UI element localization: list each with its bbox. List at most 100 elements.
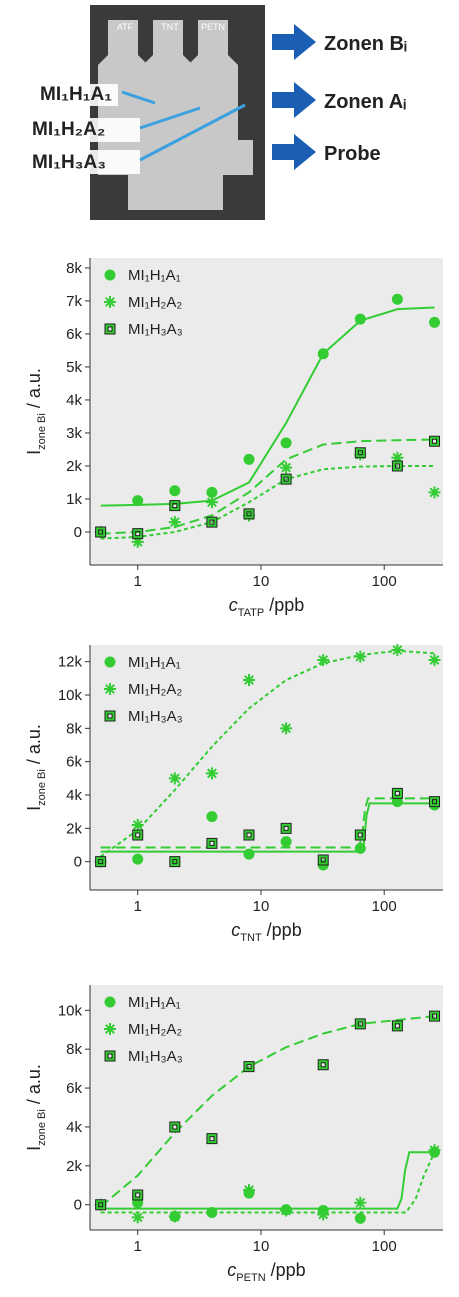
- y-axis-label-suffix: / a.u.: [24, 368, 44, 413]
- marker-square: [95, 526, 107, 538]
- zone-label: Zonen Aᵢ: [324, 91, 406, 113]
- y-tick-label: 6k: [66, 326, 82, 343]
- plot-area: [90, 258, 443, 565]
- marker-square: [132, 528, 144, 540]
- y-tick-label: 2k: [66, 1158, 82, 1175]
- label-bg: [30, 118, 140, 142]
- y-axis-label-main: I: [24, 806, 44, 811]
- x-tick-label: 100: [372, 898, 397, 915]
- marker-square: [169, 1121, 181, 1133]
- marker-square: [243, 508, 255, 520]
- x-tick-label: 1: [134, 573, 142, 590]
- y-tick-label: 4k: [66, 1119, 82, 1136]
- marker-square: [391, 460, 403, 472]
- marker-circle: [391, 293, 403, 305]
- x-tick-label: 100: [372, 573, 397, 590]
- x-axis-label: cTNT /ppb: [231, 920, 301, 944]
- marker-asterisk: [131, 535, 144, 548]
- legend-label: MI₁H₂A₂: [128, 1021, 182, 1038]
- x-tick-label: 100: [372, 1238, 397, 1255]
- fit-line: [100, 649, 435, 858]
- y-tick-label: 8k: [66, 720, 82, 737]
- zone-label: Probe: [324, 143, 381, 165]
- marker-square: [104, 710, 116, 722]
- sensor-label: MI₁H₃A₃: [32, 152, 106, 173]
- marker-circle: [243, 453, 255, 465]
- y-tick-label: 0: [74, 854, 82, 871]
- fit-line: [100, 306, 435, 507]
- marker-asterisk: [354, 1196, 367, 1209]
- marker-asterisk: [428, 1144, 441, 1157]
- marker-circle: [206, 486, 218, 498]
- x-axis-label-suffix: /ppb: [266, 1260, 306, 1280]
- fit-line: [100, 464, 435, 540]
- marker-square: [354, 447, 366, 459]
- x-axis-label-sub: PETN: [236, 1272, 265, 1284]
- fit-line: [100, 1151, 436, 1214]
- marker-asterisk: [280, 722, 293, 735]
- y-tick-label: 10k: [58, 1002, 83, 1019]
- marker-square: [429, 1010, 441, 1022]
- marker-asterisk: [104, 683, 116, 695]
- marker-asterisk: [354, 650, 367, 663]
- fit-line: [100, 438, 435, 535]
- y-tick-label: 5k: [66, 359, 82, 376]
- x-axis-label-sub: TNT: [240, 932, 262, 944]
- marker-circle: [354, 842, 366, 854]
- plot-area: [90, 985, 443, 1230]
- marker-circle: [354, 1212, 366, 1224]
- fit-line: [100, 1151, 435, 1210]
- marker-asterisk: [280, 461, 293, 474]
- marker-asterisk: [94, 855, 107, 868]
- marker-square: [280, 822, 292, 834]
- y-tick-label: 6k: [66, 1080, 82, 1097]
- marker-asterisk: [131, 1211, 144, 1224]
- marker-asterisk: [104, 296, 116, 308]
- marker-square: [391, 1020, 403, 1032]
- x-tick-label: 10: [253, 573, 270, 590]
- marker-circle: [280, 437, 292, 449]
- chart: 0 1k 2k 3k 4k 5k 6k 7k 8k 1 10 100 cTATP /ppb Izone B…: [24, 258, 443, 619]
- pointer: [139, 103, 246, 162]
- marker-asterisk: [205, 496, 218, 509]
- zone-arrow: [272, 134, 316, 170]
- y-axis-label: Izone Bi / a.u.: [24, 368, 48, 455]
- y-axis-label-sub: zone Bi: [36, 769, 48, 806]
- fit-line: [99, 1015, 435, 1208]
- marker-circle: [317, 348, 329, 360]
- y-axis-label-main: I: [24, 1146, 44, 1151]
- legend-label: MI₁H₂A₂: [128, 681, 182, 698]
- x-axis-label-suffix: /ppb: [264, 595, 304, 615]
- y-tick-label: 8k: [66, 260, 82, 277]
- marker-square: [280, 473, 292, 485]
- marker-asterisk: [391, 451, 404, 464]
- sensor-label: MI₁H₂A₂: [32, 119, 105, 140]
- x-axis-label: cPETN /ppb: [227, 1260, 305, 1284]
- legend-label: MI₁H₃A₃: [128, 321, 183, 338]
- lane-label: PETN: [201, 22, 225, 32]
- marker-asterisk: [94, 525, 107, 538]
- y-tick-label: 2k: [66, 458, 82, 475]
- y-tick-label: 12k: [58, 654, 83, 671]
- marker-square: [243, 1061, 255, 1073]
- x-tick-label: 10: [253, 1238, 270, 1255]
- sensor-label: MI₁H₁A₁: [40, 84, 112, 105]
- marker-square: [391, 787, 403, 799]
- lane-label: TNT: [161, 22, 179, 32]
- marker-asterisk: [168, 772, 181, 785]
- marker-circle: [206, 1207, 218, 1218]
- pointer: [121, 90, 156, 105]
- marker-square: [206, 837, 218, 849]
- marker-circle: [280, 836, 292, 848]
- y-tick-label: 2k: [66, 820, 82, 837]
- marker-square: [132, 829, 144, 841]
- y-axis-label-sub: zone Bi: [36, 413, 48, 450]
- marker-circle: [206, 811, 218, 823]
- marker-asterisk: [317, 1208, 330, 1221]
- y-axis-label: Izone Bi / a.u.: [24, 1064, 48, 1151]
- marker-square: [317, 1059, 329, 1071]
- marker-asterisk: [243, 1184, 256, 1197]
- legend-label: MI₁H₁A₁: [128, 994, 181, 1011]
